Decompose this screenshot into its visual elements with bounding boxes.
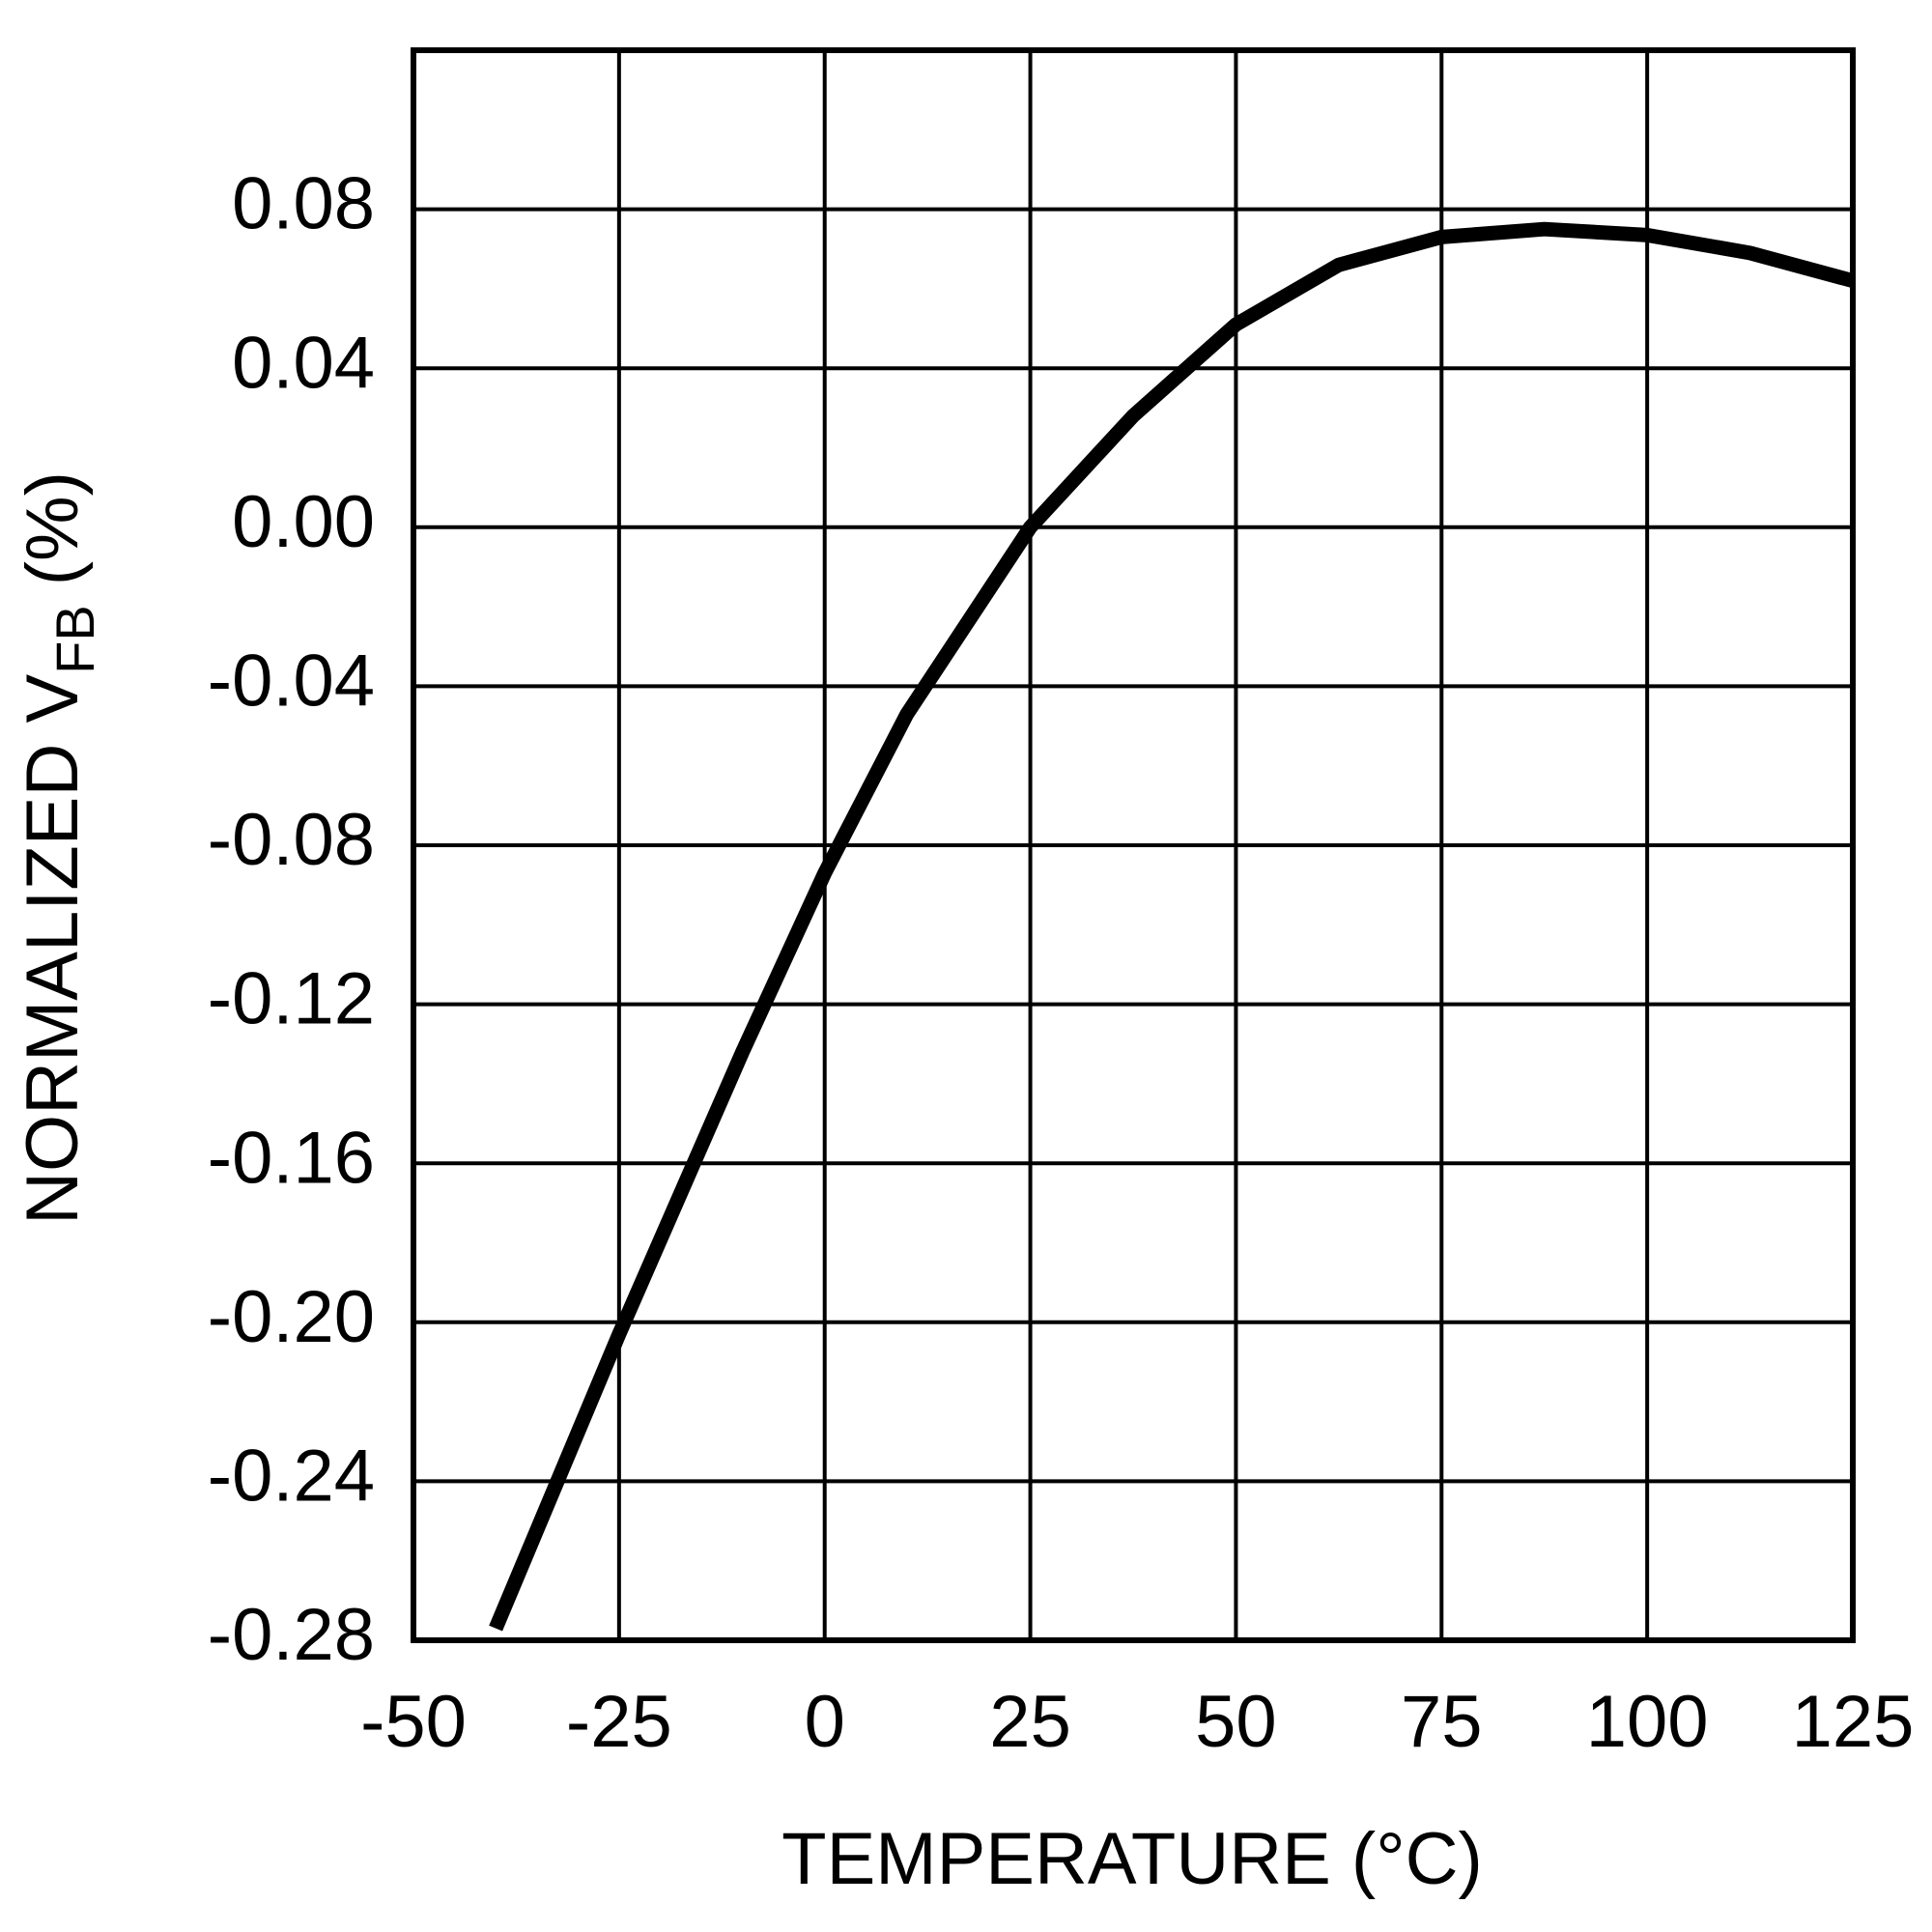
y-tick-label: -0.16	[208, 1117, 375, 1199]
x-axis-label: TEMPERATURE (°C)	[781, 1818, 1483, 1900]
y-tick-label: -0.04	[208, 639, 375, 722]
y-axis-label-main: NORMALIZED V	[12, 674, 94, 1225]
y-tick-label: 0.08	[232, 163, 375, 245]
x-tick-label: -25	[566, 1681, 672, 1763]
y-tick-label: -0.20	[208, 1276, 375, 1358]
y-axis-label: NORMALIZED VFB (%)	[12, 471, 105, 1225]
y-tick-label: -0.12	[208, 958, 375, 1040]
y-tick-label: 0.00	[232, 481, 375, 563]
data-line	[489, 221, 1855, 1632]
x-tick-label: 0	[805, 1681, 845, 1763]
y-tick-label: -0.08	[208, 799, 375, 881]
x-tick-label: 50	[1195, 1681, 1277, 1763]
x-tick-label: 75	[1401, 1681, 1483, 1763]
x-tick-label: 25	[989, 1681, 1071, 1763]
x-tick-label: 100	[1586, 1681, 1709, 1763]
y-tick-label: -0.24	[208, 1435, 375, 1517]
x-tick-label: 125	[1792, 1681, 1915, 1763]
x-tick-label: -50	[360, 1681, 467, 1763]
y-tick-label: -0.28	[208, 1594, 375, 1676]
plot-frame	[411, 47, 1856, 1643]
y-tick-label: 0.04	[232, 322, 375, 404]
y-axis-label-sub: FB	[44, 605, 105, 674]
y-axis-label-unit: (%)	[12, 471, 94, 585]
